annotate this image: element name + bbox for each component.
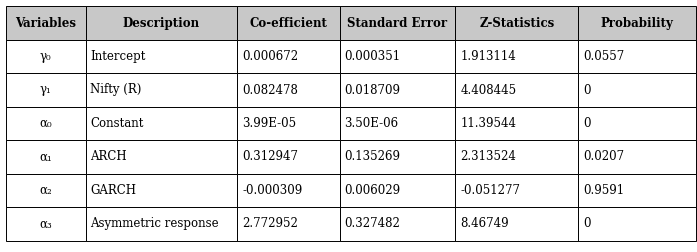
Bar — [238, 207, 339, 241]
Bar — [6, 174, 86, 207]
Text: γ₀: γ₀ — [40, 50, 52, 63]
Bar — [579, 207, 696, 241]
Text: -0.051277: -0.051277 — [460, 184, 521, 197]
Bar — [86, 73, 238, 107]
Text: 0.0557: 0.0557 — [583, 50, 625, 63]
Bar — [86, 6, 238, 40]
Bar — [86, 174, 238, 207]
Text: 0.018709: 0.018709 — [344, 83, 401, 97]
Bar — [86, 140, 238, 174]
Bar — [339, 6, 455, 40]
Text: 8.46749: 8.46749 — [460, 217, 509, 230]
Bar — [238, 6, 339, 40]
Text: 1.913114: 1.913114 — [460, 50, 516, 63]
Bar — [339, 40, 455, 73]
Text: Z-Statistics: Z-Statistics — [480, 17, 555, 29]
Bar — [6, 6, 86, 40]
Bar — [579, 107, 696, 140]
Text: 3.50E-06: 3.50E-06 — [344, 117, 399, 130]
Bar — [238, 174, 339, 207]
Bar — [455, 6, 579, 40]
Text: -0.000309: -0.000309 — [243, 184, 302, 197]
Bar — [339, 174, 455, 207]
Text: 0.000351: 0.000351 — [344, 50, 401, 63]
Text: 0: 0 — [583, 117, 590, 130]
Text: γ₁: γ₁ — [40, 83, 52, 97]
Text: 0: 0 — [583, 217, 590, 230]
Bar — [6, 207, 86, 241]
Bar — [339, 207, 455, 241]
Bar — [455, 174, 579, 207]
Bar — [455, 73, 579, 107]
Text: Constant: Constant — [91, 117, 144, 130]
Bar — [86, 207, 238, 241]
Bar — [238, 140, 339, 174]
Bar — [579, 140, 696, 174]
Text: 0.312947: 0.312947 — [243, 150, 298, 164]
Bar — [339, 73, 455, 107]
Text: 3.99E-05: 3.99E-05 — [243, 117, 296, 130]
Text: 2.772952: 2.772952 — [243, 217, 298, 230]
Text: 0.327482: 0.327482 — [344, 217, 400, 230]
Text: 4.408445: 4.408445 — [460, 83, 516, 97]
Text: GARCH: GARCH — [91, 184, 137, 197]
Text: Asymmetric response: Asymmetric response — [91, 217, 219, 230]
Text: α₂: α₂ — [39, 184, 52, 197]
Text: Nifty (R): Nifty (R) — [91, 83, 142, 97]
Bar — [579, 174, 696, 207]
Text: Standard Error: Standard Error — [347, 17, 447, 29]
Text: ARCH: ARCH — [91, 150, 127, 164]
Bar — [6, 140, 86, 174]
Bar — [86, 107, 238, 140]
Bar — [455, 140, 579, 174]
Bar — [455, 207, 579, 241]
Bar — [238, 73, 339, 107]
Bar — [339, 140, 455, 174]
Bar — [455, 107, 579, 140]
Bar — [579, 40, 696, 73]
Bar — [238, 107, 339, 140]
Bar — [238, 40, 339, 73]
Text: Probability: Probability — [601, 17, 673, 29]
Text: Co-efficient: Co-efficient — [250, 17, 328, 29]
Text: 0.006029: 0.006029 — [344, 184, 401, 197]
Text: 0.0207: 0.0207 — [583, 150, 625, 164]
Bar — [579, 6, 696, 40]
Bar — [455, 40, 579, 73]
Text: 2.313524: 2.313524 — [460, 150, 516, 164]
Bar — [6, 73, 86, 107]
Text: α₀: α₀ — [39, 117, 52, 130]
Bar — [6, 107, 86, 140]
Text: Description: Description — [123, 17, 200, 29]
Text: 0.000672: 0.000672 — [243, 50, 298, 63]
Text: 0.082478: 0.082478 — [243, 83, 298, 97]
Bar — [579, 73, 696, 107]
Text: 0.135269: 0.135269 — [344, 150, 401, 164]
Text: α₃: α₃ — [39, 217, 52, 230]
Text: Intercept: Intercept — [91, 50, 146, 63]
Text: 0.9591: 0.9591 — [583, 184, 625, 197]
Text: 11.39544: 11.39544 — [460, 117, 516, 130]
Bar — [86, 40, 238, 73]
Text: Variables: Variables — [15, 17, 76, 29]
Text: α₁: α₁ — [39, 150, 52, 164]
Bar — [6, 40, 86, 73]
Bar — [339, 107, 455, 140]
Text: 0: 0 — [583, 83, 590, 97]
